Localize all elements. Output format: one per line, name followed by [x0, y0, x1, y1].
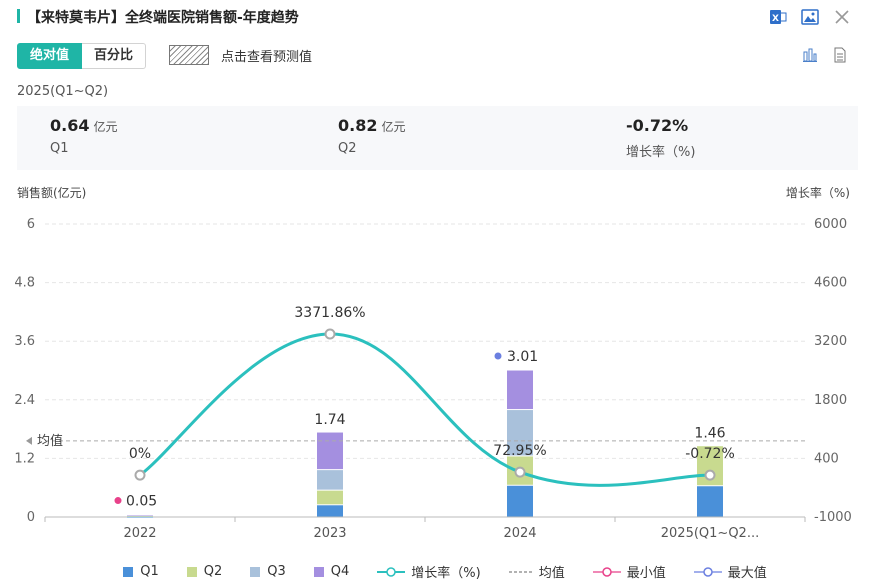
stat-value: 0.64 — [50, 116, 90, 135]
growth-point — [704, 469, 716, 481]
legend-item-q4[interactable]: Q4 — [313, 562, 350, 581]
stat-unit: 亿元 — [93, 120, 118, 134]
x-tick-label: 2022 — [123, 526, 156, 541]
svg-text:X: X — [772, 14, 779, 24]
legend-label: Q2 — [203, 564, 223, 579]
y2-tick-label: 3200 — [814, 334, 847, 349]
x-tick-label: 2023 — [313, 526, 346, 541]
y-tick-label: 3.6 — [14, 334, 35, 349]
bar-total-label: 1.46 — [694, 426, 725, 442]
bar-segment-q1 — [697, 486, 723, 517]
bar-total-label: 1.74 — [314, 412, 345, 428]
y2-tick-label: 6000 — [814, 217, 847, 232]
top-toolbar: X — [768, 7, 852, 27]
legend-item-min[interactable]: 最小值 — [592, 562, 666, 581]
min-label: 0.05 — [126, 494, 157, 510]
min-legend-icon — [592, 566, 621, 577]
growth-point — [324, 328, 336, 340]
chart-legend: Q1 Q2 Q3 Q4 增长率（%) 均值 最小值 最大值 — [0, 562, 890, 581]
average-marker — [26, 436, 32, 445]
x-tick-label: 2025(Q1~Q2... — [661, 526, 759, 541]
y2-tick-label: -1000 — [814, 510, 852, 525]
title-accent — [17, 9, 20, 23]
legend-label: Q4 — [330, 564, 350, 579]
legend-item-average[interactable]: 均值 — [508, 562, 565, 581]
bar-segment-q3 — [127, 516, 153, 517]
bar-segment-q1 — [507, 485, 533, 517]
y-tick-label: 6 — [27, 217, 35, 232]
stat-growth: -0.72% 增长率（%) — [626, 116, 695, 160]
stats-panel: 0.64 亿元 Q1 0.82 亿元 Q2 -0.72% 增长率（%) — [17, 106, 858, 170]
legend-item-q1[interactable]: Q1 — [123, 562, 159, 581]
image-export-icon[interactable] — [800, 7, 820, 27]
forecast-label: 点击查看预测值 — [221, 49, 313, 65]
legend-item-q3[interactable]: Q3 — [250, 562, 286, 581]
excel-export-icon[interactable]: X — [768, 7, 788, 27]
x-tick-label: 2024 — [503, 526, 536, 541]
bar-segment-q1 — [127, 517, 153, 518]
y2-axis-title: 增长率（%) — [785, 186, 850, 200]
growth-point — [134, 469, 146, 481]
forecast-toggle[interactable]: 点击查看预测值 — [169, 45, 312, 65]
stat-label: Q1 — [50, 141, 69, 156]
bar-segment-q2 — [317, 490, 343, 505]
close-icon[interactable] — [832, 7, 852, 27]
legend-item-q2[interactable]: Q2 — [186, 562, 223, 581]
y-tick-label: 2.4 — [14, 393, 35, 408]
legend-label: 均值 — [538, 566, 565, 581]
bar-segment-q1 — [317, 505, 343, 517]
growth-label: 3371.86% — [294, 305, 365, 321]
y-tick-label: 4.8 — [14, 276, 35, 291]
growth-label: 72.95% — [493, 443, 546, 459]
title-bar: 【来特莫韦片】全终端医院销售额-年度趋势 X — [0, 0, 890, 34]
min-marker — [114, 497, 122, 505]
percent-button[interactable]: 百分比 — [82, 43, 147, 69]
chart-title: 【来特莫韦片】全终端医院销售额-年度趋势 — [27, 10, 299, 26]
growth-label: 0% — [129, 446, 151, 462]
bar-segment-q4 — [317, 432, 343, 470]
y2-tick-label: 4600 — [814, 276, 847, 291]
legend-label: 最大值 — [727, 566, 767, 581]
table-view-icon[interactable] — [832, 47, 848, 67]
growth-line — [139, 332, 711, 487]
value-mode-toggle: 绝对值 百分比 — [17, 43, 147, 69]
average-label: 均值 — [37, 433, 63, 449]
dash-legend-icon — [508, 570, 533, 573]
legend-label: Q1 — [140, 564, 159, 579]
bar-segment-q3 — [317, 470, 343, 490]
legend-item-growth[interactable]: 增长率（%) — [377, 562, 481, 581]
legend-label: 最小值 — [626, 566, 666, 581]
stat-value: -0.72% — [626, 116, 689, 135]
growth-point — [514, 466, 526, 478]
y2-tick-label: 400 — [814, 451, 839, 466]
bar-segment-q2 — [127, 516, 153, 518]
sales-trend-chart: 0 1.2 2.4 3.6 4.8 6 -1000 400 1800 3200 4600 6000 20… — [14, 217, 852, 541]
view-switcher — [802, 47, 848, 67]
max-label: 3.01 — [507, 349, 538, 365]
hatch-swatch — [169, 45, 209, 65]
y-tick-label: 0 — [27, 510, 35, 525]
legend-label: Q3 — [267, 564, 286, 579]
legend-label: 增长率（%) — [411, 566, 481, 581]
stat-label: Q2 — [338, 141, 357, 156]
line-legend-icon — [377, 566, 406, 577]
stat-label: 增长率（%) — [626, 145, 696, 160]
stat-q1: 0.64 亿元 Q1 — [50, 116, 118, 156]
legend-item-max[interactable]: 最大值 — [693, 562, 767, 581]
absolute-value-button[interactable]: 绝对值 — [17, 43, 83, 69]
bar-chart-icon[interactable] — [802, 47, 818, 67]
bar-segment-q4 — [127, 515, 153, 516]
y-axis-title: 销售额(亿元) — [17, 186, 87, 200]
stat-q2: 0.82 亿元 Q2 — [338, 116, 406, 156]
growth-label: -0.72% — [685, 446, 735, 462]
y-tick-label: 1.2 — [14, 451, 35, 466]
period-label: 2025(Q1~Q2) — [17, 84, 109, 99]
y2-tick-label: 1800 — [814, 393, 847, 408]
max-marker — [494, 352, 502, 360]
bar-segment-q4 — [507, 370, 533, 410]
max-legend-icon — [693, 566, 722, 577]
stat-value: 0.82 — [338, 116, 378, 135]
bar-segment-q3 — [507, 410, 533, 456]
stat-unit: 亿元 — [381, 120, 406, 134]
